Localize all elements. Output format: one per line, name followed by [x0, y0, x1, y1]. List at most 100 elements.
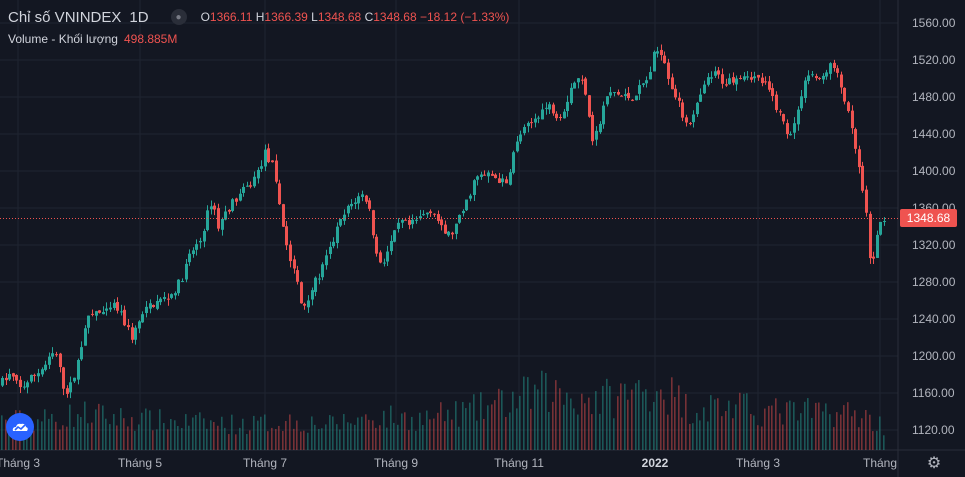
candle-body: [246, 185, 249, 187]
volume-bar: [5, 419, 7, 450]
volume-bar: [473, 394, 475, 450]
volume-bar: [656, 391, 658, 450]
volume-bar: [552, 401, 554, 450]
tradingview-logo-icon[interactable]: [6, 413, 34, 441]
cloud-icon: [12, 423, 28, 431]
volume-bar: [275, 429, 277, 450]
candle-body: [851, 110, 854, 129]
candle-body: [789, 133, 792, 136]
volume-bar: [570, 398, 572, 450]
candle-body: [620, 95, 623, 97]
gear-icon[interactable]: ⚙: [926, 455, 942, 472]
candle-body: [116, 301, 119, 311]
volume-bar: [476, 420, 478, 450]
volume-bar: [872, 431, 874, 450]
candle-body: [771, 88, 774, 97]
symbol-title[interactable]: Chỉ số VNINDEX: [8, 8, 122, 26]
eye-icon[interactable]: ●: [170, 9, 187, 25]
candle-body: [699, 94, 702, 102]
candle-body: [174, 293, 177, 296]
time-tick-label: Tháng 3: [736, 456, 780, 470]
low-value: 1348.68: [317, 10, 362, 24]
price-tick-label: 1560.00: [912, 16, 956, 30]
candle-body: [62, 367, 65, 389]
volume-bar: [545, 372, 547, 450]
candle-body: [883, 221, 886, 223]
volume-bar: [303, 430, 305, 450]
time-tick-label: Tháng 5: [118, 456, 162, 470]
volume-bar: [854, 410, 856, 450]
candle-body: [329, 246, 332, 254]
volume-bar: [329, 415, 331, 450]
volume-bar: [444, 421, 446, 450]
volume-bar: [501, 390, 503, 450]
candle-body: [339, 219, 342, 226]
volume-bar: [530, 408, 532, 450]
volume-bar: [465, 408, 467, 450]
price-tick-label: 1120.00: [912, 423, 955, 437]
candle-body: [393, 230, 396, 242]
volume-bar: [635, 383, 637, 450]
candle-body: [779, 111, 782, 113]
price-tick-label: 1240.00: [912, 312, 956, 326]
candle-body: [519, 134, 522, 142]
volume-bar: [764, 408, 766, 450]
volume-bar: [213, 421, 215, 450]
candle-body: [372, 210, 375, 236]
candle-body: [876, 234, 879, 258]
volume-bar: [771, 405, 773, 450]
candle-body: [563, 111, 566, 119]
volume-bar: [368, 419, 370, 450]
volume-bar: [487, 405, 489, 450]
volume-bar: [721, 416, 723, 450]
candle-body: [167, 298, 170, 300]
candle-body: [732, 77, 735, 83]
volume-bar: [397, 424, 399, 450]
candle-body: [440, 219, 443, 226]
volume-bar: [707, 421, 709, 450]
volume-bar: [260, 416, 262, 450]
volume-bar: [620, 383, 622, 450]
candle-body: [221, 219, 224, 230]
candle-body: [192, 250, 195, 255]
candle-body: [105, 308, 108, 311]
candle-body: [181, 281, 184, 283]
candle-body: [77, 360, 80, 380]
candle-body: [797, 109, 800, 125]
volume-bar: [264, 414, 266, 450]
candle-body: [548, 104, 551, 110]
volume-bar: [480, 392, 482, 450]
candle-body: [555, 113, 558, 119]
candle-body: [739, 78, 742, 80]
candle-body: [66, 388, 69, 394]
candle-body: [872, 256, 875, 259]
volume-bar: [599, 413, 601, 450]
volume-bar: [548, 411, 550, 450]
volume-bar: [159, 409, 161, 450]
volume-bar: [134, 430, 136, 450]
volume-bar: [239, 427, 241, 450]
interval-label[interactable]: 1D: [129, 8, 149, 26]
volume-bar: [588, 397, 590, 450]
candle-body: [102, 312, 105, 315]
time-tick-label: Tháng: [863, 456, 897, 470]
volume-bar: [739, 392, 741, 450]
candle-body: [710, 77, 713, 79]
candle-body: [282, 204, 285, 227]
candle-body: [591, 114, 594, 142]
volume-bar: [48, 418, 50, 450]
candle-body: [300, 282, 303, 304]
candle-body: [260, 166, 263, 169]
volume-bar: [293, 428, 295, 450]
candle-body: [588, 95, 591, 117]
volume-bar: [678, 385, 680, 450]
candle-body: [836, 68, 839, 73]
candle-body: [37, 373, 40, 377]
volume-bar: [527, 377, 529, 450]
volume-bar: [649, 411, 651, 450]
volume-bar: [581, 393, 583, 450]
volume-bar: [217, 425, 219, 450]
candle-body: [325, 255, 328, 266]
